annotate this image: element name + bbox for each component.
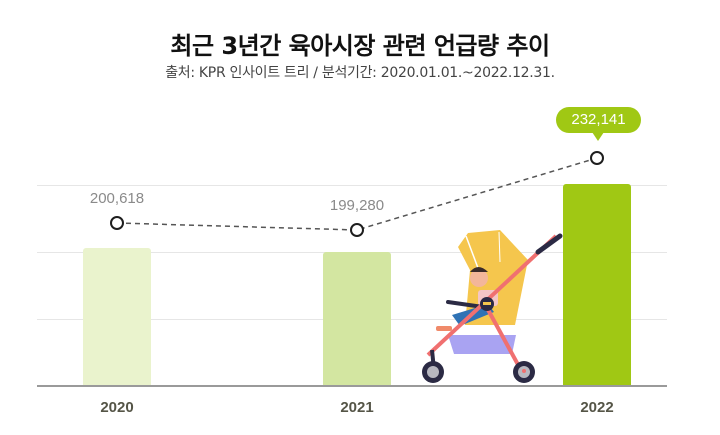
x-axis-baseline [37,385,667,387]
x-label-2021: 2021 [340,399,374,416]
value-label-2020: 200,618 [89,190,145,207]
bar-2021 [323,252,391,385]
chart-subtitle: 출처: KPR 인사이트 트리 / 분석기간: 2020.01.01.~2022… [165,65,555,81]
value-label-2021: 199,280 [329,197,385,214]
x-label-2022: 2022 [580,399,614,416]
bar-2022 [563,184,631,385]
x-label-2020: 2020 [100,399,134,416]
gridline [37,185,667,186]
value-bubble-2022: 232,141 [556,107,641,141]
chart-title: 최근 3년간 육아시장 관련 언급량 추이 [170,32,550,60]
bar-2020 [83,248,151,385]
